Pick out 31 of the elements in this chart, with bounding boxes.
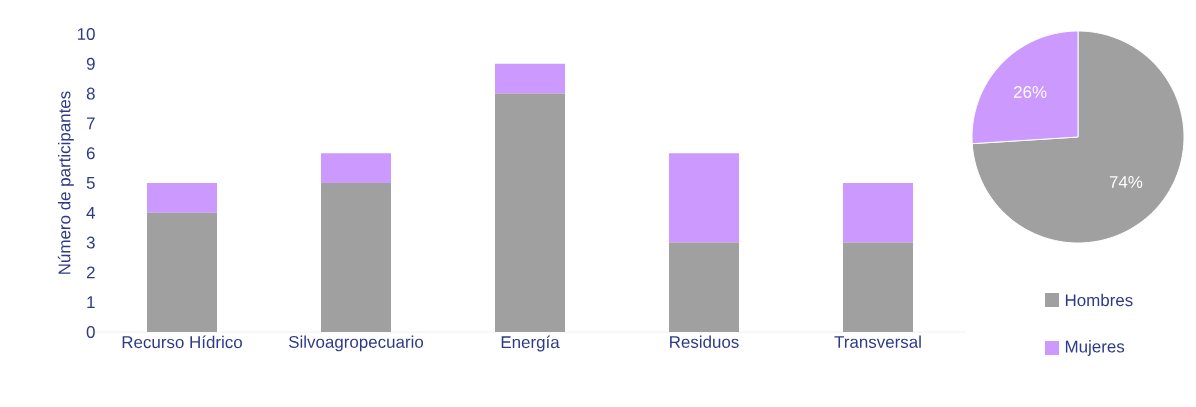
y-tick-label: 6 [86,147,95,160]
x-tick-label: Residuos [670,335,739,348]
y-axis-title: Número de participantes [57,91,74,274]
bar [843,183,914,243]
bar [495,93,566,332]
x-tick-label: Transversal [834,335,921,348]
y-tick-label: 1 [87,296,95,309]
bar [321,153,391,183]
x-tick-label: Energía [501,335,560,352]
bar [669,242,740,332]
x-tick-label: Recurso Hídrico [122,335,242,349]
data-label: 74% [1109,176,1143,188]
y-tick-label: 2 [86,266,95,279]
x-tick-label: Silvoagropecuario [288,335,424,352]
bar [495,63,566,94]
bar [843,242,914,332]
y-tick-label: 10 [77,28,95,40]
bar [321,183,391,332]
bar [669,153,740,243]
bar [147,212,217,332]
bar [147,183,217,213]
y-tick-label: 5 [86,177,95,189]
y-tick-label: 9 [86,57,95,70]
data-label: 26% [1014,86,1047,99]
y-tick-label: 0 [86,326,95,339]
y-tick-label: 4 [86,206,95,219]
y-tick-label: 3 [86,236,95,249]
legend-label: Hombres [1065,293,1133,307]
y-tick-label: 7 [86,117,95,130]
y-tick-label: 8 [86,87,95,100]
legend-label: Mujeres [1065,340,1125,356]
